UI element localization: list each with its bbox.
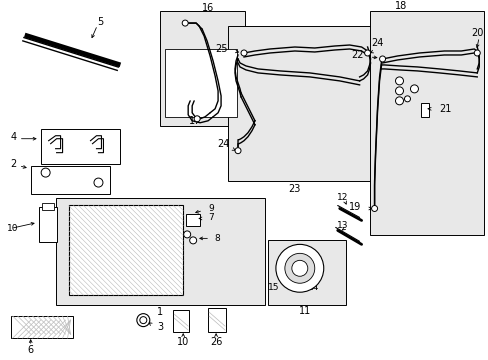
Circle shape [395,87,403,95]
Circle shape [235,148,241,154]
Bar [369,11,483,235]
Text: 10: 10 [177,337,189,347]
Text: 19: 19 [348,202,361,212]
Circle shape [194,116,200,122]
Bar [160,11,244,126]
Circle shape [395,77,403,85]
Text: 26: 26 [209,337,222,347]
Text: 24: 24 [217,139,229,149]
Bar [227,26,375,181]
Text: 20: 20 [470,28,483,38]
Text: 2: 2 [11,159,17,168]
Text: 17: 17 [188,116,201,126]
Circle shape [395,97,403,105]
Circle shape [137,314,149,327]
Text: 25: 25 [215,44,227,54]
Circle shape [409,85,418,93]
Bar [186,215,200,226]
Bar [41,129,120,164]
Text: 7: 7 [208,213,213,222]
Text: 8: 8 [214,234,220,243]
Text: 24: 24 [371,38,383,48]
Text: 1: 1 [157,307,163,317]
Circle shape [371,206,377,211]
Circle shape [182,20,188,26]
Text: 9: 9 [208,204,213,213]
Bar [68,206,183,295]
Circle shape [94,178,103,187]
Text: 14: 14 [307,283,319,292]
Text: 6: 6 [27,345,34,355]
Circle shape [364,50,370,56]
Text: 21: 21 [439,104,451,114]
Bar [421,103,428,117]
Bar [41,203,54,211]
Circle shape [241,50,246,56]
Text: 3: 3 [157,322,163,332]
Bar [165,49,237,117]
Circle shape [285,253,314,283]
Circle shape [41,168,50,177]
Circle shape [473,50,479,56]
Text: 5: 5 [97,17,103,27]
Bar [208,308,225,332]
Text: 11: 11 [298,306,310,316]
Circle shape [291,260,307,276]
Text: 4: 4 [11,132,17,142]
Bar [39,207,57,242]
Bar [56,198,264,305]
Text: 13: 13 [336,221,348,230]
Bar [31,166,110,194]
Bar [267,240,345,305]
Text: 10: 10 [7,224,18,233]
Text: 22: 22 [350,50,363,60]
Text: 16: 16 [202,3,214,13]
Bar [173,310,189,332]
Circle shape [140,317,146,324]
Circle shape [379,56,385,62]
Text: 15: 15 [268,283,279,292]
Bar [11,316,72,338]
Text: 18: 18 [395,1,407,11]
Circle shape [183,231,190,238]
Circle shape [404,96,409,102]
Text: 23: 23 [288,184,301,194]
Circle shape [275,244,323,292]
Circle shape [189,237,196,244]
Text: 12: 12 [336,193,347,202]
